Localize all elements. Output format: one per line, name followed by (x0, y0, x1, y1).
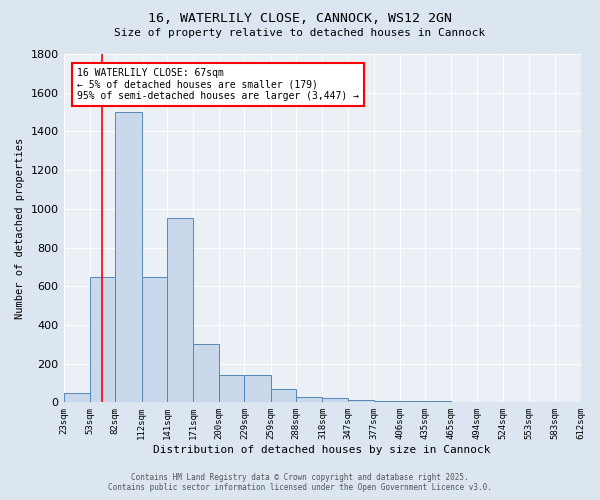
Text: 16, WATERLILY CLOSE, CANNOCK, WS12 2GN: 16, WATERLILY CLOSE, CANNOCK, WS12 2GN (148, 12, 452, 26)
Bar (244, 375, 271, 402)
Text: Contains HM Land Registry data © Crown copyright and database right 2025.
Contai: Contains HM Land Registry data © Crown c… (108, 473, 492, 492)
Bar (271, 389, 296, 402)
Text: Size of property relative to detached houses in Cannock: Size of property relative to detached ho… (115, 28, 485, 38)
Bar (115, 112, 142, 403)
Y-axis label: Number of detached properties: Number of detached properties (15, 138, 25, 319)
Bar (167, 218, 193, 402)
Bar (64, 392, 90, 402)
Bar (348, 400, 374, 402)
X-axis label: Distribution of detached houses by size in Cannock: Distribution of detached houses by size … (153, 445, 491, 455)
Bar (193, 344, 219, 403)
Bar (322, 398, 348, 402)
Text: 16 WATERLILY CLOSE: 67sqm
← 5% of detached houses are smaller (179)
95% of semi-: 16 WATERLILY CLOSE: 67sqm ← 5% of detach… (77, 68, 359, 100)
Bar (219, 375, 244, 402)
Bar (142, 276, 167, 402)
Bar (296, 396, 322, 402)
Bar (90, 276, 115, 402)
